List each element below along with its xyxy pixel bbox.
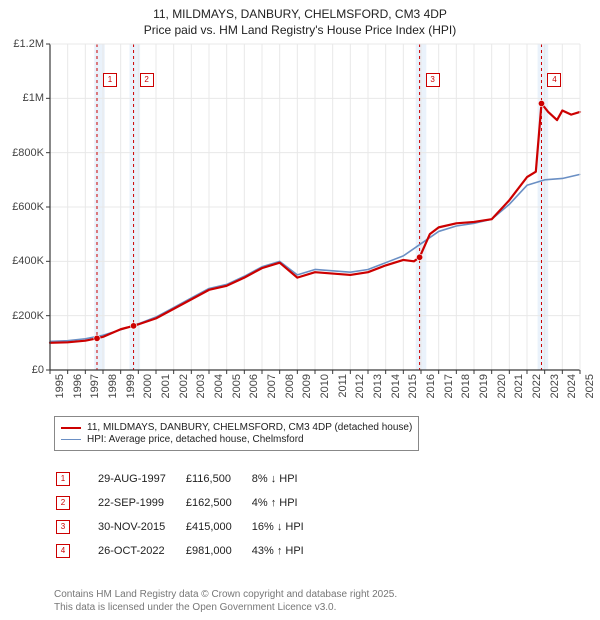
x-tick-label: 2016 [425,374,437,398]
y-axis-labels: £0£200K£400K£600K£800K£1M£1.2M [0,44,48,370]
x-tick-label: 2021 [513,374,525,398]
event-price: £415,000 [186,516,250,538]
x-tick-label: 2006 [248,374,260,398]
x-tick-label: 2020 [496,374,508,398]
footer: Contains HM Land Registry data © Crown c… [54,588,397,614]
chart-container: 11, MILDMAYS, DANBURY, CHELMSFORD, CM3 4… [0,0,600,620]
event-delta: 8% ↓ HPI [252,468,322,490]
x-tick-label: 1999 [125,374,137,398]
x-tick-label: 2015 [407,374,419,398]
x-tick-label: 1995 [54,374,66,398]
legend-row: 11, MILDMAYS, DANBURY, CHELMSFORD, CM3 4… [61,422,412,433]
event-number-box: 3 [56,520,70,534]
x-tick-label: 2010 [319,374,331,398]
legend-swatch [61,439,81,440]
x-tick-label: 1996 [72,374,84,398]
x-tick-label: 2013 [372,374,384,398]
y-tick-label: £0 [32,364,44,376]
event-marker-box: 3 [426,73,440,87]
x-tick-label: 2022 [531,374,543,398]
legend-swatch [61,427,81,429]
events-table: 1 29-AUG-1997£116,5008% ↓ HPI 2 22-SEP-1999… [54,466,324,564]
x-tick-label: 2018 [460,374,472,398]
x-tick-label: 2003 [195,374,207,398]
legend-label: HPI: Average price, detached house, Chel… [87,434,304,445]
event-price: £162,500 [186,492,250,514]
x-tick-label: 2005 [231,374,243,398]
legend-label: 11, MILDMAYS, DANBURY, CHELMSFORD, CM3 4… [87,422,412,433]
event-delta: 43% ↑ HPI [252,540,322,562]
event-marker-box: 2 [140,73,154,87]
x-tick-label: 2023 [549,374,561,398]
x-tick-label: 1997 [89,374,101,398]
event-row: 4 26-OCT-2022£981,00043% ↑ HPI [56,540,322,562]
event-marker-box: 4 [547,73,561,87]
x-tick-label: 2002 [178,374,190,398]
x-tick-label: 2004 [213,374,225,398]
x-tick-label: 2008 [284,374,296,398]
x-tick-label: 2011 [337,374,349,398]
x-tick-label: 2012 [354,374,366,398]
plot-area: 1 2 3 4 [50,44,580,370]
x-tick-label: 2007 [266,374,278,398]
title-line-2: Price paid vs. HM Land Registry's House … [0,22,600,38]
legend: 11, MILDMAYS, DANBURY, CHELMSFORD, CM3 4… [54,416,419,451]
x-tick-label: 2017 [443,374,455,398]
x-tick-label: 2024 [566,374,578,398]
x-tick-label: 1998 [107,374,119,398]
event-row: 2 22-SEP-1999£162,5004% ↑ HPI [56,492,322,514]
event-delta: 4% ↑ HPI [252,492,322,514]
event-number-box: 4 [56,544,70,558]
event-number-box: 1 [56,472,70,486]
x-tick-label: 2001 [160,374,172,398]
event-date: 29-AUG-1997 [98,468,184,490]
x-tick-label: 2000 [142,374,154,398]
event-date: 22-SEP-1999 [98,492,184,514]
event-price: £981,000 [186,540,250,562]
y-tick-label: £1.2M [13,38,44,50]
event-delta: 16% ↓ HPI [252,516,322,538]
title-line-1: 11, MILDMAYS, DANBURY, CHELMSFORD, CM3 4… [0,6,600,22]
y-tick-label: £400K [12,255,44,267]
footer-line-2: This data is licensed under the Open Gov… [54,601,397,614]
x-tick-label: 2019 [478,374,490,398]
event-date: 30-NOV-2015 [98,516,184,538]
event-row: 1 29-AUG-1997£116,5008% ↓ HPI [56,468,322,490]
event-number-box: 2 [56,496,70,510]
y-tick-label: £200K [12,310,44,322]
y-tick-label: £1M [23,92,44,104]
x-tick-label: 2009 [301,374,313,398]
event-date: 26-OCT-2022 [98,540,184,562]
legend-row: HPI: Average price, detached house, Chel… [61,434,412,445]
y-tick-label: £800K [12,147,44,159]
event-marker-box: 1 [103,73,117,87]
x-axis-labels: 1995 1996 1997 1998 1999 2000 2001 2002 2003 2004… [50,374,580,414]
event-row: 3 30-NOV-2015£415,00016% ↓ HPI [56,516,322,538]
y-tick-label: £600K [12,201,44,213]
footer-line-1: Contains HM Land Registry data © Crown c… [54,588,397,601]
plot-svg [50,44,580,370]
chart-title: 11, MILDMAYS, DANBURY, CHELMSFORD, CM3 4… [0,0,600,38]
x-tick-label: 2014 [390,374,402,398]
event-price: £116,500 [186,468,250,490]
x-tick-label: 2025 [584,374,596,398]
